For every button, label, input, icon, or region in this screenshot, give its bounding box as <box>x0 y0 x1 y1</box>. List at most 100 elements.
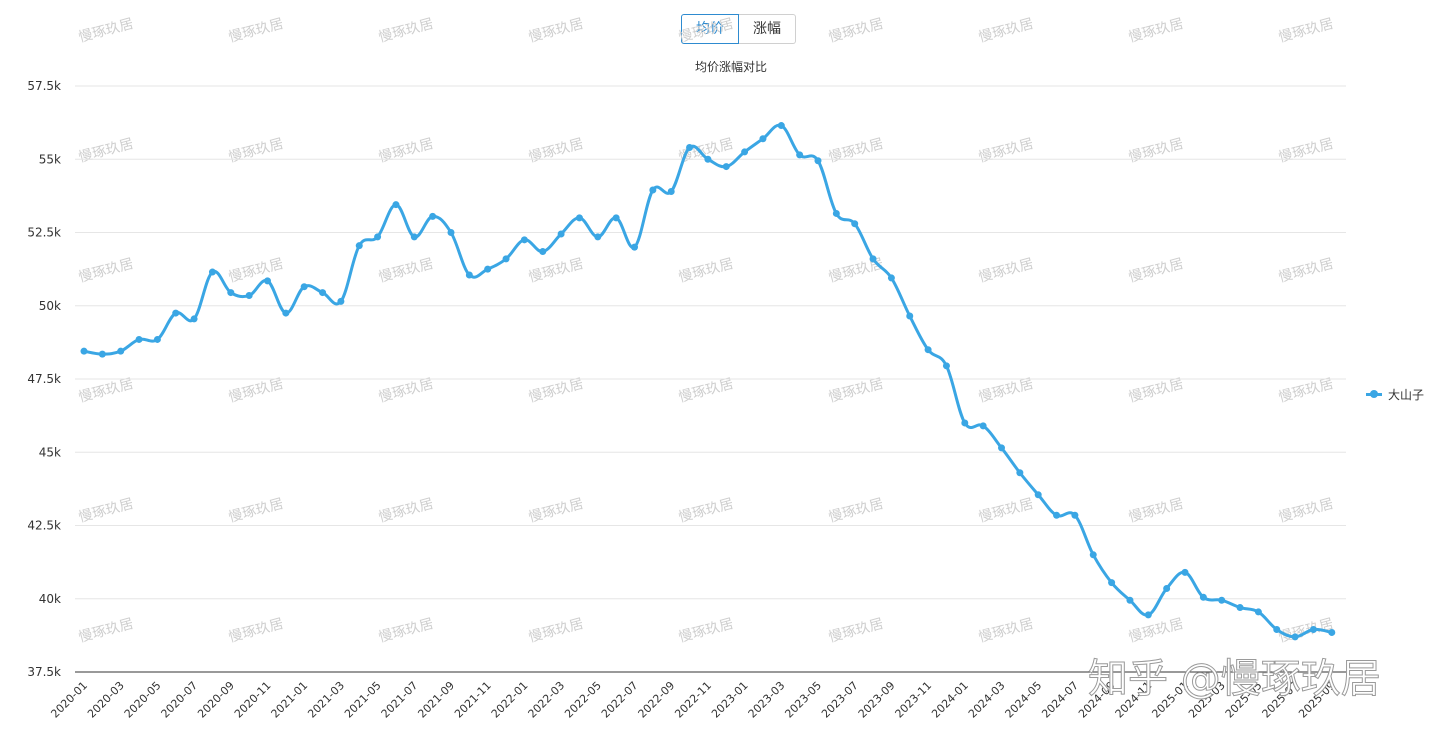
data-point[interactable] <box>319 289 327 297</box>
watermark-text: 慢琢玖居 <box>1127 375 1185 406</box>
watermark-text: 慢琢玖居 <box>527 495 585 526</box>
data-point[interactable] <box>1181 568 1189 576</box>
data-point[interactable] <box>1053 511 1061 519</box>
data-point[interactable] <box>1328 628 1336 636</box>
data-point[interactable] <box>1163 584 1171 592</box>
watermark-text: 慢琢玖居 <box>1277 495 1335 526</box>
data-point[interactable] <box>282 309 290 317</box>
data-point[interactable] <box>722 163 730 171</box>
data-point[interactable] <box>759 135 767 143</box>
data-point[interactable] <box>337 297 345 305</box>
data-point[interactable] <box>465 271 473 279</box>
watermark-text: 慢琢玖居 <box>1277 375 1335 406</box>
data-point[interactable] <box>429 212 437 220</box>
x-tick-label: 2022-03 <box>526 679 568 721</box>
data-point[interactable] <box>1089 551 1097 559</box>
data-point[interactable] <box>117 347 125 355</box>
data-point[interactable] <box>1218 596 1226 604</box>
data-point[interactable] <box>1126 596 1134 604</box>
data-point[interactable] <box>979 422 987 430</box>
price-change-tab[interactable]: 涨幅 <box>739 14 796 44</box>
chart-subtitle: 均价涨幅对比 <box>694 60 767 74</box>
data-point[interactable] <box>135 335 143 343</box>
data-point[interactable] <box>887 274 895 282</box>
data-point[interactable] <box>814 157 822 165</box>
data-point[interactable] <box>832 209 840 217</box>
watermark-text: 慢琢玖居 <box>827 135 885 166</box>
watermark-text: 慢琢玖居 <box>827 15 885 46</box>
watermark-text: 慢琢玖居 <box>77 495 135 526</box>
watermark-text: 慢琢玖居 <box>377 255 435 286</box>
data-point[interactable] <box>98 350 106 358</box>
data-point[interactable] <box>686 144 694 152</box>
y-tick-label: 45k <box>39 445 61 459</box>
watermark-text: 慢琢玖居 <box>677 495 735 526</box>
x-tick-label: 2021-05 <box>342 679 384 721</box>
data-point[interactable] <box>631 243 638 251</box>
watermark-text: 慢琢玖居 <box>1127 255 1185 286</box>
data-point[interactable] <box>539 248 547 256</box>
data-point[interactable] <box>1273 626 1281 634</box>
watermark-text: 慢琢玖居 <box>977 135 1035 166</box>
data-point[interactable] <box>80 347 88 355</box>
y-tick-label: 42.5k <box>27 519 61 533</box>
data-point[interactable] <box>208 268 216 276</box>
data-point[interactable] <box>374 233 382 241</box>
data-point[interactable] <box>1199 593 1207 601</box>
data-point[interactable] <box>851 220 859 228</box>
data-point[interactable] <box>447 229 455 236</box>
data-point[interactable] <box>502 255 510 263</box>
data-point[interactable] <box>998 444 1005 452</box>
x-tick-label: 2024-01 <box>929 679 971 721</box>
watermark-text: 慢琢玖居 <box>1277 15 1335 46</box>
grid-lines <box>75 85 1346 673</box>
data-point[interactable] <box>190 315 198 323</box>
data-point[interactable] <box>557 230 565 238</box>
data-point[interactable] <box>1309 626 1317 634</box>
data-point[interactable] <box>1016 469 1024 477</box>
watermark-text: 慢琢玖居 <box>77 615 135 646</box>
data-point[interactable] <box>392 201 400 209</box>
data-point[interactable] <box>264 277 271 285</box>
data-point[interactable] <box>245 291 253 299</box>
data-point[interactable] <box>1108 579 1116 587</box>
x-tick-label: 2023-01 <box>709 679 751 721</box>
watermark-text: 慢琢玖居 <box>227 615 285 646</box>
data-point[interactable] <box>777 122 785 130</box>
x-tick-label: 2020-01 <box>48 679 90 721</box>
data-point[interactable] <box>1071 511 1079 519</box>
data-point[interactable] <box>575 214 583 222</box>
data-point[interactable] <box>906 312 914 320</box>
data-point[interactable] <box>520 236 528 244</box>
data-point[interactable] <box>667 187 675 195</box>
legend[interactable]: 大山子 <box>1366 386 1424 403</box>
avg-price-tab[interactable]: 均价 <box>681 14 739 44</box>
data-point[interactable] <box>942 362 950 370</box>
data-point[interactable] <box>484 265 492 273</box>
data-point[interactable] <box>300 283 308 291</box>
data-point[interactable] <box>649 186 657 194</box>
data-point[interactable] <box>1236 604 1244 612</box>
data-point[interactable] <box>594 233 602 241</box>
data-point[interactable] <box>741 148 749 156</box>
data-point[interactable] <box>796 151 804 159</box>
data-point[interactable] <box>704 155 712 163</box>
watermark-text: 慢琢玖居 <box>527 615 585 646</box>
data-point[interactable] <box>961 419 969 427</box>
data-point[interactable] <box>355 242 363 250</box>
data-point[interactable] <box>924 346 932 354</box>
x-tick-label: 2020-09 <box>195 679 237 721</box>
data-point[interactable] <box>1034 491 1042 499</box>
watermark-text: 慢琢玖居 <box>977 255 1035 286</box>
data-point[interactable] <box>1144 611 1152 619</box>
data-point[interactable] <box>172 309 180 317</box>
data-point[interactable] <box>227 289 235 297</box>
watermark-text: 慢琢玖居 <box>977 15 1035 46</box>
data-point[interactable] <box>869 255 877 263</box>
data-point[interactable] <box>612 214 620 222</box>
y-tick-label: 47.5k <box>27 372 61 386</box>
data-point[interactable] <box>153 335 161 343</box>
data-point[interactable] <box>1291 633 1299 641</box>
data-point[interactable] <box>1254 608 1262 616</box>
data-point[interactable] <box>410 233 418 241</box>
